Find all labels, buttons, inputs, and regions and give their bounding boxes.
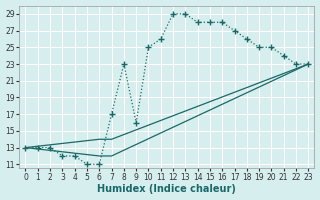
- X-axis label: Humidex (Indice chaleur): Humidex (Indice chaleur): [98, 184, 236, 194]
